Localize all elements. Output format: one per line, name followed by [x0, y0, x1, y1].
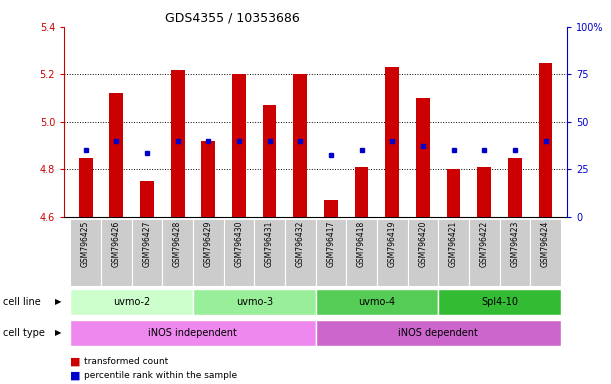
Bar — [447, 169, 461, 217]
Text: GSM796429: GSM796429 — [203, 221, 213, 267]
Bar — [354, 167, 368, 217]
Text: GSM796421: GSM796421 — [449, 221, 458, 267]
Bar — [263, 105, 277, 217]
Text: iNOS dependent: iNOS dependent — [398, 328, 478, 338]
Text: GDS4355 / 10353686: GDS4355 / 10353686 — [165, 12, 299, 25]
Text: GSM796428: GSM796428 — [173, 221, 182, 267]
Text: iNOS independent: iNOS independent — [148, 328, 237, 338]
Bar — [140, 181, 154, 217]
Bar — [408, 219, 438, 286]
Bar — [163, 219, 193, 286]
Bar — [530, 219, 561, 286]
Bar — [316, 290, 438, 315]
Bar — [469, 219, 500, 286]
Bar — [254, 219, 285, 286]
Text: transformed count: transformed count — [84, 357, 168, 366]
Bar — [202, 141, 215, 217]
Bar — [101, 219, 131, 286]
Text: GSM796419: GSM796419 — [388, 221, 397, 267]
Text: GSM796420: GSM796420 — [419, 221, 428, 267]
Text: ▶: ▶ — [54, 328, 61, 337]
Bar — [193, 219, 224, 286]
Bar — [109, 93, 123, 217]
Text: GSM796431: GSM796431 — [265, 221, 274, 267]
Text: uvmo-4: uvmo-4 — [358, 297, 395, 307]
Bar — [438, 219, 469, 286]
Text: GSM796430: GSM796430 — [235, 221, 243, 267]
Text: ■: ■ — [70, 371, 81, 381]
Bar — [477, 167, 491, 217]
Bar — [170, 70, 185, 217]
Bar — [193, 290, 316, 315]
Bar — [539, 63, 552, 217]
Text: GSM796425: GSM796425 — [81, 221, 90, 267]
Text: GSM796422: GSM796422 — [480, 221, 489, 267]
Bar — [70, 219, 101, 286]
Bar — [293, 74, 307, 217]
Bar — [377, 219, 408, 286]
Bar — [285, 219, 316, 286]
Bar — [438, 290, 561, 315]
Text: GSM796417: GSM796417 — [326, 221, 335, 267]
Text: GSM796432: GSM796432 — [296, 221, 305, 267]
Text: percentile rank within the sample: percentile rank within the sample — [84, 371, 237, 380]
Bar — [316, 219, 346, 286]
Text: GSM796426: GSM796426 — [112, 221, 121, 267]
Bar — [324, 200, 338, 217]
Text: GSM796427: GSM796427 — [142, 221, 152, 267]
Bar — [500, 219, 530, 286]
Bar — [416, 98, 430, 217]
Bar — [131, 219, 163, 286]
Text: GSM796423: GSM796423 — [510, 221, 519, 267]
Text: GSM796424: GSM796424 — [541, 221, 550, 267]
Bar — [224, 219, 254, 286]
Bar — [316, 320, 561, 346]
Text: ■: ■ — [70, 357, 81, 367]
Text: GSM796418: GSM796418 — [357, 221, 366, 267]
Bar — [232, 74, 246, 217]
Bar — [508, 157, 522, 217]
Text: Spl4-10: Spl4-10 — [481, 297, 518, 307]
Text: ▶: ▶ — [54, 297, 61, 306]
Text: uvmo-3: uvmo-3 — [236, 297, 273, 307]
Bar — [70, 320, 316, 346]
Bar — [386, 67, 399, 217]
Text: cell line: cell line — [3, 297, 41, 307]
Bar — [79, 157, 92, 217]
Bar — [70, 290, 193, 315]
Text: cell type: cell type — [3, 328, 45, 338]
Bar — [346, 219, 377, 286]
Text: uvmo-2: uvmo-2 — [113, 297, 150, 307]
